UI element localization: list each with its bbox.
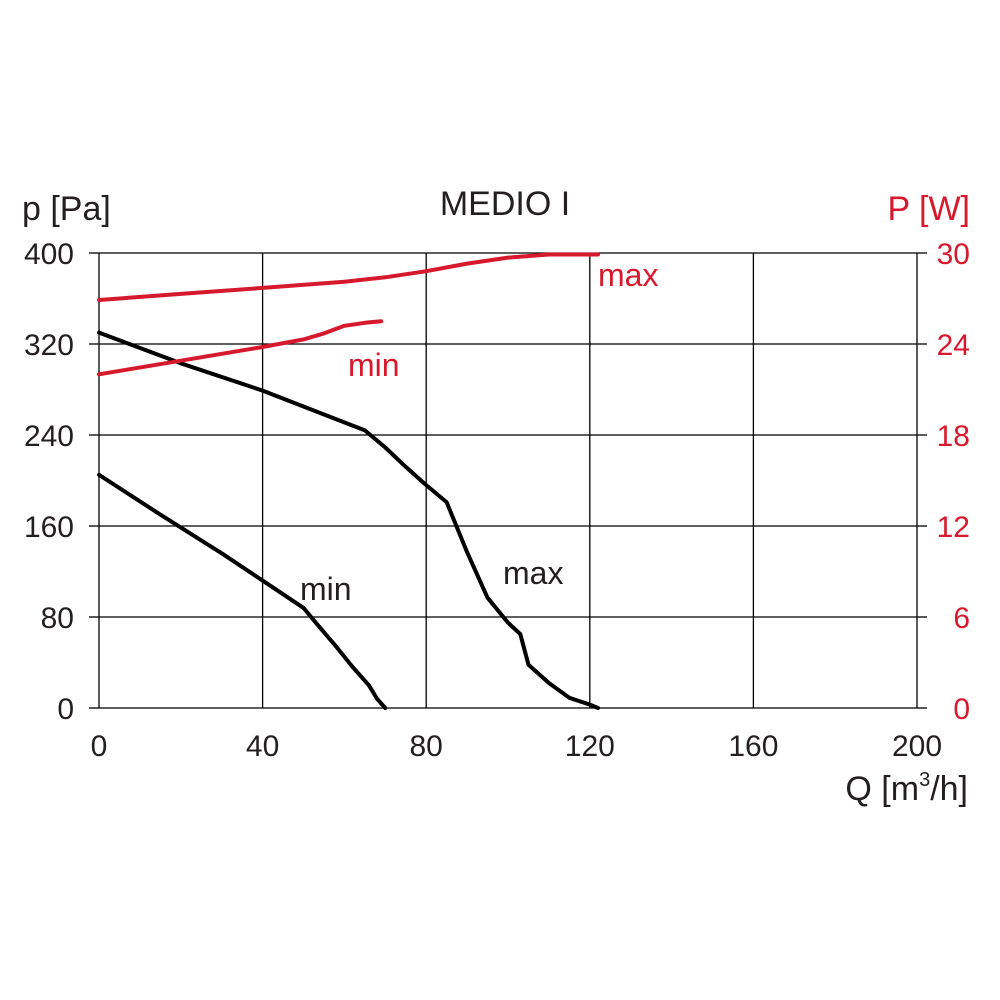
curve-label-power-min: min: [348, 347, 400, 383]
series-layer: [97, 252, 600, 710]
x-tick-label: 80: [410, 730, 443, 763]
y2-tick-label: 0: [953, 693, 970, 726]
tick-labels: 0 40 80 120 160 200 0 80 160 240 320 400 0 6 12 18 24 30: [24, 238, 970, 763]
y2-tick-label: 24: [937, 329, 970, 362]
curve-label-power-max: max: [598, 257, 658, 293]
pressure-curve-min: [97, 472, 388, 710]
x-tick-label: 160: [728, 730, 778, 763]
x-axis-label: Q [m3/h]: [845, 769, 968, 808]
x-tick-label: 200: [892, 730, 942, 763]
curve-label-pressure-max: max: [503, 555, 563, 591]
y-axis-label: p [Pa]: [22, 190, 111, 228]
power-curve-max: [97, 252, 600, 302]
y-tick-label: 320: [24, 329, 74, 362]
y2-axis-label: P [W]: [888, 190, 971, 228]
x-tick-label: 40: [246, 730, 279, 763]
x-tick-label: 120: [565, 730, 615, 763]
y2-tick-label: 18: [937, 420, 970, 453]
y2-tick-label: 30: [937, 238, 970, 271]
y-tick-label: 80: [41, 602, 74, 635]
power-curve-min: [97, 319, 384, 377]
curve-label-pressure-min: min: [300, 571, 352, 607]
y2-tick-label: 12: [937, 511, 970, 544]
y-tick-label: 0: [57, 693, 74, 726]
y-tick-label: 400: [24, 238, 74, 271]
y-tick-label: 240: [24, 420, 74, 453]
y2-tick-label: 6: [953, 602, 970, 635]
x-tick-label: 0: [91, 730, 108, 763]
y-tick-label: 160: [24, 511, 74, 544]
pressure-curve-max: [97, 330, 600, 710]
chart-title: MEDIO I: [440, 185, 570, 223]
grid: [89, 252, 927, 709]
